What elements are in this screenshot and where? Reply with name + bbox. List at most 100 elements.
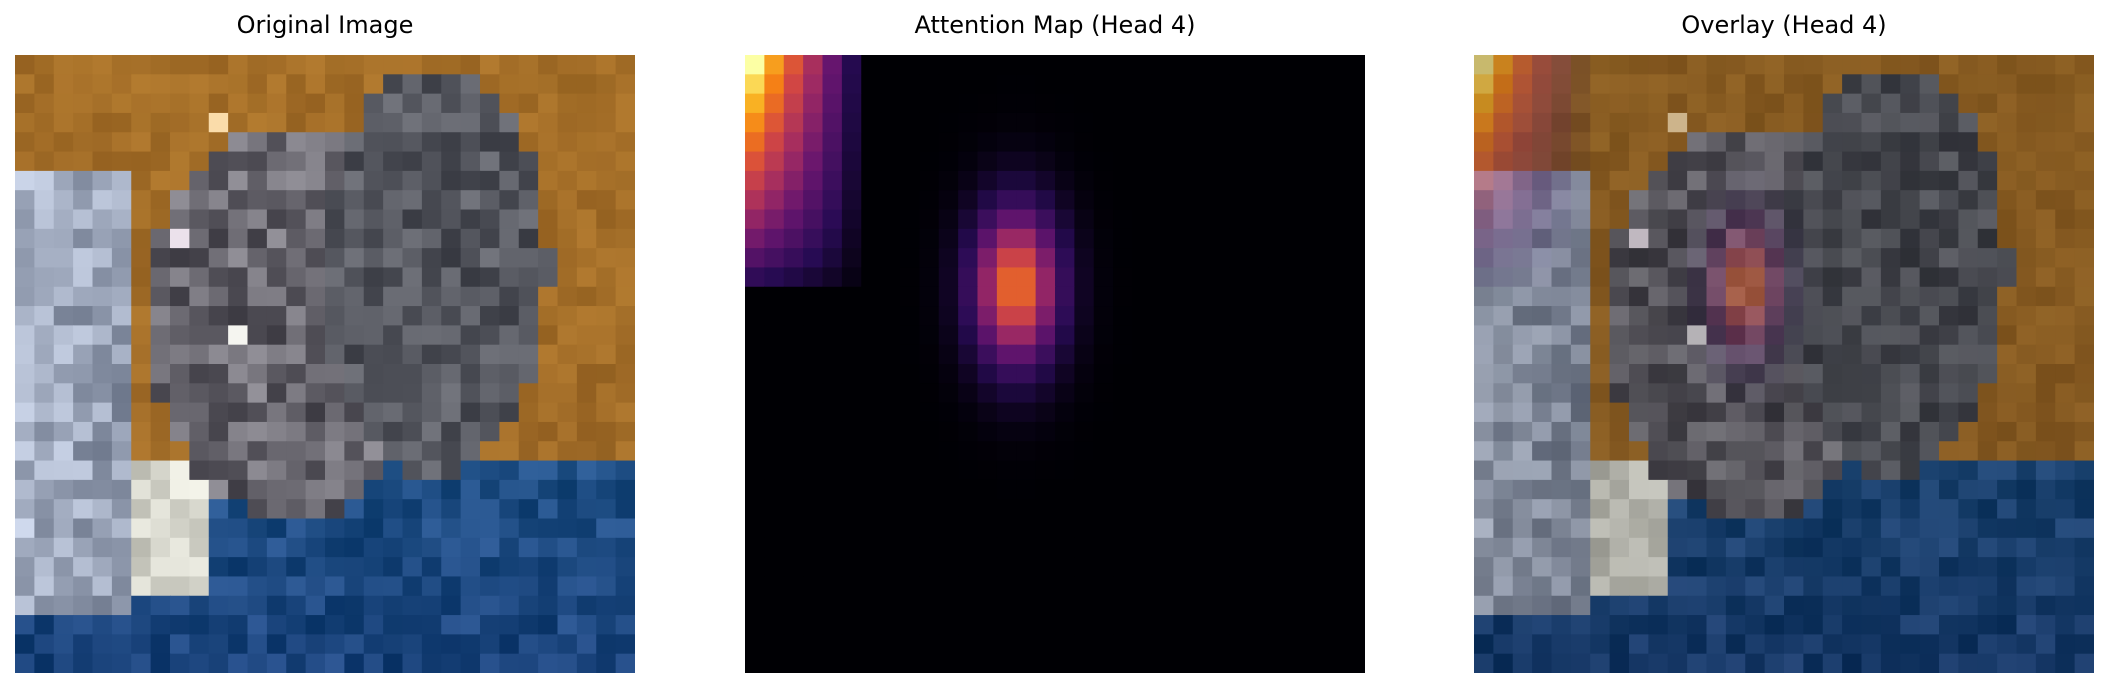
original-pixel-cell <box>286 595 307 616</box>
attention-pixel-cell <box>1345 615 1365 635</box>
original-pixel-cell <box>383 286 404 307</box>
original-pixel-cell <box>441 595 462 616</box>
original-pixel-cell <box>53 132 74 153</box>
overlay-pixel-cell <box>1629 267 1649 288</box>
original-pixel-cell <box>596 286 617 307</box>
overlay-pixel-cell <box>2035 460 2056 481</box>
attention-pixel-cell <box>996 74 1017 95</box>
attention-pixel-cell <box>1210 228 1230 249</box>
attention-pixel-cell <box>1210 634 1230 655</box>
attention-pixel-cell <box>1093 170 1114 191</box>
attention-pixel-cell <box>1326 383 1347 404</box>
overlay-pixel-cell <box>1706 209 1727 230</box>
original-pixel-cell <box>305 518 326 539</box>
overlay-pixel-cell <box>1551 441 1572 462</box>
overlay-pixel-cell <box>1512 634 1533 655</box>
overlay-pixel-cell <box>1958 441 1979 462</box>
original-pixel-cell <box>325 325 345 346</box>
attention-pixel-cell <box>880 170 901 191</box>
overlay-pixel-cell <box>1706 74 1727 95</box>
attention-pixel-cell <box>1151 151 1172 172</box>
original-pixel-cell <box>363 653 384 673</box>
original-pixel-cell <box>73 383 94 404</box>
attention-pixel-cell <box>1190 93 1211 114</box>
attention-pixel-cell <box>958 248 979 269</box>
attention-pixel-cell <box>803 228 824 249</box>
original-pixel-cell <box>150 557 171 578</box>
original-pixel-cell <box>596 402 617 423</box>
attention-pixel-cell <box>1306 344 1327 365</box>
overlay-pixel-cell <box>1958 267 1979 288</box>
attention-pixel-cell <box>1287 55 1308 75</box>
attention-pixel-cell <box>1171 441 1192 462</box>
attention-pixel-cell <box>900 344 920 365</box>
original-pixel-cell <box>92 267 113 288</box>
original-pixel-cell <box>402 325 423 346</box>
attention-pixel-cell <box>1016 267 1037 288</box>
overlay-pixel-cell <box>1900 537 1921 558</box>
original-pixel-cell <box>150 576 171 597</box>
original-pixel-cell <box>596 325 617 346</box>
overlay-pixel-cell <box>1900 325 1921 346</box>
attention-pixel-cell <box>1171 634 1192 655</box>
attention-pixel-cell <box>841 248 862 269</box>
overlay-pixel-cell <box>2074 151 2094 172</box>
original-pixel-cell <box>73 267 94 288</box>
original-pixel-cell <box>15 286 35 307</box>
attention-pixel-cell <box>1229 479 1250 500</box>
original-pixel-cell <box>228 248 249 269</box>
overlay-pixel-cell <box>1493 421 1514 442</box>
overlay-pixel-cell <box>1958 228 1979 249</box>
attention-pixel-cell <box>977 132 998 153</box>
original-pixel-cell <box>247 132 268 153</box>
overlay-pixel-cell <box>1648 653 1669 673</box>
original-pixel-cell <box>421 653 442 673</box>
overlay-pixel-cell <box>1745 325 1766 346</box>
overlay-pixel-cell <box>1939 499 1959 520</box>
overlay-pixel-cell <box>1784 576 1804 597</box>
attention-pixel-cell <box>822 595 843 616</box>
overlay-pixel-cell <box>1706 151 1727 172</box>
overlay-pixel-cell <box>1725 364 1746 384</box>
overlay-pixel-cell <box>1629 402 1649 423</box>
original-pixel-cell <box>228 499 249 520</box>
attention-pixel-cell <box>977 499 998 520</box>
attention-pixel-cell <box>764 190 785 211</box>
overlay-pixel-cell <box>1474 55 1494 75</box>
attention-pixel-cell <box>1210 112 1230 133</box>
attention-pixel-cell <box>764 441 785 462</box>
overlay-pixel-cell <box>1609 383 1630 404</box>
original-pixel-cell <box>557 595 578 616</box>
original-pixel-cell <box>208 576 229 597</box>
attention-pixel-cell <box>1074 306 1095 326</box>
attention-pixel-cell <box>958 170 979 191</box>
overlay-pixel-cell <box>1784 306 1804 326</box>
overlay-pixel-cell <box>1493 132 1514 153</box>
overlay-pixel-cell <box>1745 170 1766 191</box>
overlay-pixel-cell <box>1900 344 1921 365</box>
overlay-pixel-cell <box>1764 421 1785 442</box>
original-pixel-cell <box>208 364 229 384</box>
overlay-pixel-cell <box>1745 93 1766 114</box>
overlay-pixel-cell <box>1532 499 1553 520</box>
attention-pixel-cell <box>1055 595 1075 616</box>
original-pixel-cell <box>576 576 597 597</box>
overlay-pixel-cell <box>2055 267 2076 288</box>
original-pixel-cell <box>499 576 520 597</box>
overlay-pixel-cell <box>1784 151 1804 172</box>
overlay-pixel-cell <box>1842 306 1863 326</box>
original-pixel-cell <box>111 209 132 230</box>
original-pixel-cell <box>538 383 559 404</box>
overlay-pixel-cell <box>1629 170 1649 191</box>
original-pixel-cell <box>325 170 345 191</box>
original-pixel-cell <box>402 132 423 153</box>
overlay-pixel-cell <box>1842 557 1863 578</box>
original-pixel-cell <box>518 74 539 95</box>
original-pixel-cell <box>615 190 635 211</box>
overlay-pixel-cell <box>1764 383 1785 404</box>
attention-pixel-cell <box>803 306 824 326</box>
overlay-pixel-cell <box>1667 615 1688 635</box>
original-pixel-cell <box>53 595 74 616</box>
original-pixel-cell <box>344 576 365 597</box>
original-pixel-cell <box>247 306 268 326</box>
